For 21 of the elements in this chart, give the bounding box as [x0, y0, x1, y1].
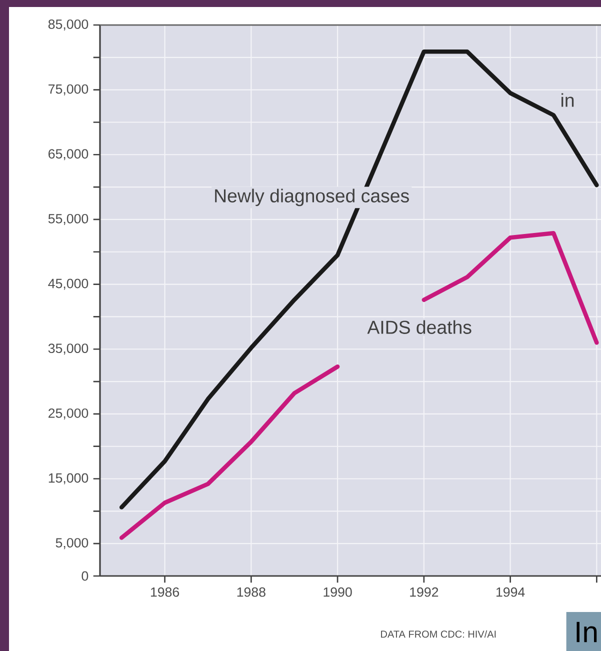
x-tick-label: 1990: [324, 587, 352, 597]
y-tick-label: 25,000: [48, 408, 88, 420]
annotation: in: [562, 93, 574, 107]
text: DATA FROM CDC: HIV/AI: [381, 630, 496, 638]
text: Newly diagnosed cases: [215, 188, 409, 206]
y-tick-label: 5,000: [56, 538, 88, 550]
y-tick-label: 35,000: [48, 344, 88, 355]
y-tick-label: 65,000: [48, 149, 88, 160]
y-tick-label: 85,000: [48, 19, 88, 31]
x-tick-label: 1992: [410, 587, 438, 597]
x-tick-label: 1994: [496, 587, 525, 597]
line-series: [119, 49, 599, 510]
x-tick-label: 1988: [237, 587, 266, 597]
y-tick-label: 0: [82, 571, 88, 581]
x-tick-label: 1986: [150, 587, 180, 597]
y-tick-label: 15,000: [48, 473, 88, 484]
text: In: [576, 622, 597, 642]
y-tick-label: 45,000: [48, 278, 88, 290]
series-label: AIDS deaths: [367, 320, 472, 334]
y-tick-label: 75,000: [48, 84, 88, 96]
y-tick-label: 55,000: [48, 214, 88, 225]
